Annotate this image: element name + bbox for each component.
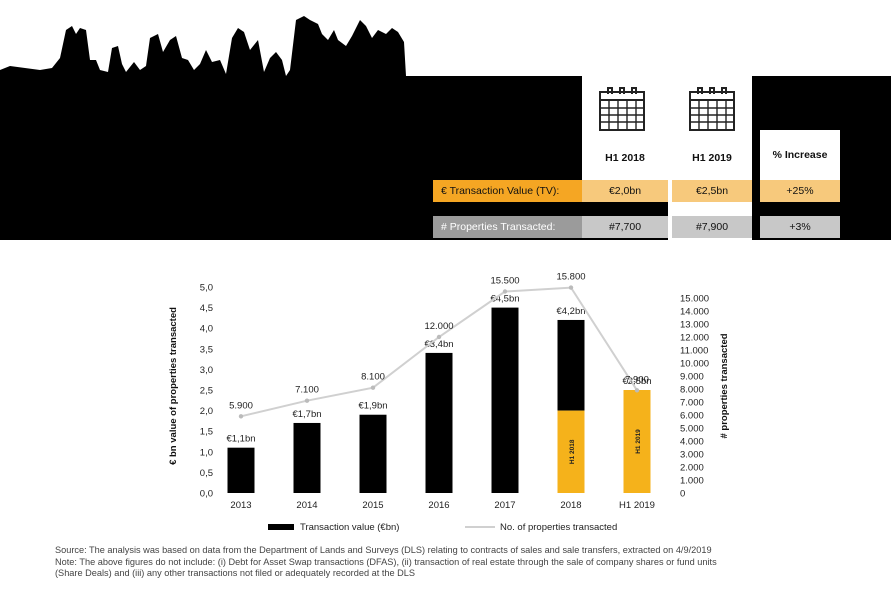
y2-tick-label: 0 — [680, 489, 685, 500]
x-tick-label: 2016 — [428, 500, 449, 511]
x-tick-label: 2014 — [296, 500, 317, 511]
line-value-label: 15.500 — [490, 276, 519, 287]
line-value-label: 7.900 — [625, 374, 649, 385]
bar-value-label: €4,2bn — [556, 306, 585, 317]
legend-bar-swatch — [268, 524, 294, 530]
y2-tick-label: 9.000 — [680, 372, 704, 383]
line-point — [502, 289, 508, 294]
row-tv-increase: +25% — [760, 180, 840, 202]
x-tick-label: 2018 — [560, 500, 581, 511]
y2-tick-label: 10.000 — [680, 359, 709, 370]
bar-2013 — [227, 447, 255, 493]
transactions-chart: 0,0 0,5 1,0 1,5 2,0 2,5 3,0 3,5 4,0 4,5 5,0 0 1.000 2… — [168, 272, 730, 533]
legend-line-label: No. of properties transacted — [500, 522, 617, 533]
row-pt-h1-2018: #7,700 — [582, 216, 668, 238]
line-point — [304, 398, 310, 403]
y2-tick-label: 13.000 — [680, 320, 709, 331]
bar-value-label: €1,1bn — [226, 434, 255, 445]
line-point — [238, 414, 244, 419]
footer-source: Source: The analysis was based on data f… — [55, 545, 712, 555]
line-value-label: 15.800 — [556, 272, 585, 283]
col-increase-header: % Increase — [760, 130, 840, 180]
y2-tick-label: 3.000 — [680, 450, 704, 461]
bar-2015 — [359, 414, 387, 493]
bar-2017 — [491, 307, 519, 493]
x-tick-label: H1 2019 — [619, 500, 655, 511]
calendar-icon — [599, 87, 645, 131]
footer-notes: Source: The analysis was based on data f… — [55, 545, 845, 580]
line-point — [436, 334, 442, 340]
y2-tick-label: 5.000 — [680, 424, 704, 435]
y2-tick-label: 8.000 — [680, 385, 704, 396]
y2-tick-label: 1.000 — [680, 476, 704, 487]
x-tick-label: 2017 — [494, 500, 515, 511]
y-tick-label: 1,0 — [200, 447, 213, 458]
footer-note-continued: (Share Deals) and (iii) any other transa… — [55, 568, 416, 579]
row-pt-increase: +3% — [760, 216, 840, 238]
y2-tick-label: 15.000 — [680, 294, 709, 305]
y-tick-label: 4,0 — [200, 324, 213, 335]
line-value-label: 7.100 — [295, 385, 319, 396]
y2-tick-label: 2.000 — [680, 463, 704, 474]
row-tv-h1-2019: €2,5bn — [672, 180, 752, 202]
line-value-label: 12.000 — [424, 321, 453, 332]
legend-bar-label: Transaction value (€bn) — [300, 522, 399, 533]
y2-tick-label: 6.000 — [680, 411, 704, 422]
col-h1-2019-header: H1 2019 — [672, 142, 752, 174]
row-tv-label: € Transaction Value (TV): — [433, 180, 582, 202]
bar-value-label: €2,5bn — [622, 376, 651, 387]
y-tick-label: 1,5 — [200, 427, 213, 438]
skyline-banner — [0, 16, 891, 240]
bar-value-label: €3,4bn — [424, 339, 453, 350]
y-tick-label: 2,5 — [200, 386, 213, 397]
y-tick-label: 2,0 — [200, 406, 213, 417]
y2-tick-label: 11.000 — [680, 346, 708, 357]
line-value-label: 5.900 — [229, 400, 253, 411]
row-tv-h1-2018: €2,0bn — [582, 180, 668, 202]
x-tick-label: 2015 — [362, 500, 383, 511]
line-point — [370, 385, 376, 390]
bar-half-year-h1-2019 — [623, 390, 651, 493]
y-tick-label: 0,5 — [200, 468, 213, 479]
y-axis-title: € bn value of properties transacted — [168, 307, 179, 465]
bar-value-label: €4,5bn — [490, 294, 519, 305]
bar-value-label: €1,7bn — [292, 409, 321, 420]
y2-axis-title: # properties transacted — [719, 333, 730, 438]
bar-2014 — [293, 422, 321, 493]
line-point — [568, 285, 574, 290]
bar-2018 — [557, 319, 585, 411]
col-h1-2018-header: H1 2018 — [582, 142, 668, 174]
row-pt-h1-2019: #7,900 — [672, 216, 752, 238]
calendar-icon — [689, 87, 735, 131]
bar-half-year-2018 — [557, 410, 585, 493]
footer-note: Note: The above figures do not include: … — [55, 556, 717, 567]
skyline-silhouette — [0, 16, 582, 240]
y-tick-label: 3,0 — [200, 365, 213, 376]
row-pt-label: # Properties Transacted: — [433, 216, 582, 238]
x-tick-label: 2013 — [230, 500, 251, 511]
line-value-label: 8.100 — [361, 372, 385, 383]
y-tick-label: 4,5 — [200, 303, 213, 314]
y2-tick-label: 7.000 — [680, 398, 704, 409]
bar-segment-label: H1 2018 — [569, 439, 576, 464]
bar-segment-label: H1 2019 — [635, 429, 642, 454]
bar-value-label: €1,9bn — [358, 401, 387, 412]
y-tick-label: 3,5 — [200, 344, 213, 355]
bar-2016 — [425, 352, 453, 493]
y2-tick-label: 12.000 — [680, 333, 709, 344]
y-tick-label: 5,0 — [200, 283, 213, 294]
line-point — [634, 388, 640, 393]
y2-tick-label: 14.000 — [680, 307, 709, 318]
y2-tick-label: 4.000 — [680, 437, 704, 448]
y-tick-label: 0,0 — [200, 489, 213, 500]
